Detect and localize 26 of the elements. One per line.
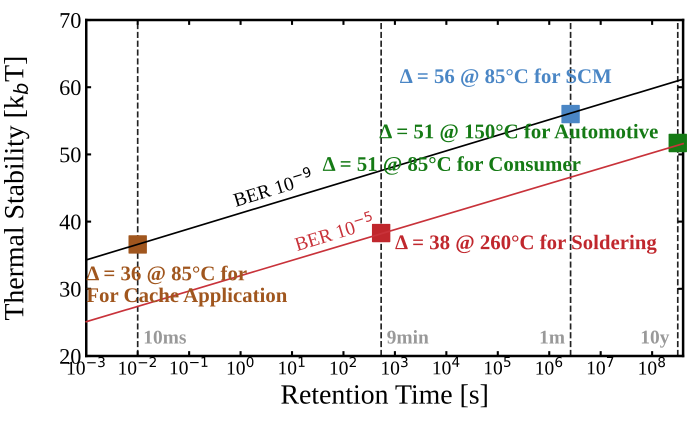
y-tick-label: 70	[60, 12, 81, 28]
x-tick-label: 10$^{4}$	[434, 356, 460, 374]
x-tick-label: 10$^{3}$	[382, 356, 408, 375]
annotation: Δ = 56 @ 85°C for SCM	[400, 68, 612, 87]
annotation: Δ = 38 @ 260°C for Soldering	[395, 234, 657, 254]
x-tick-label: 10$^{5}$	[485, 356, 510, 374]
x-tick-label: 10$^{8}$	[639, 356, 665, 375]
ref-line-label: 1m	[540, 330, 565, 344]
x-tick-label: 10$^{0}$	[228, 356, 254, 375]
y-tick-label: 60	[60, 80, 81, 96]
y-tick-label: 50	[60, 147, 81, 162]
x-axis-title: Retention Time [s]	[281, 384, 487, 408]
annotation: BER 10$^{−5}$	[292, 210, 375, 252]
y-tick-label: 40	[60, 214, 81, 230]
x-tick-label: 10$^{6}$	[536, 356, 562, 375]
x-tick-label: 10$^{2}$	[330, 356, 356, 375]
x-tick-label: 10$^{1}$	[279, 356, 305, 374]
y-axis-title: Thermal Stability [k$_{b}$T]	[4, 58, 30, 320]
annotation: BER 10$^{−9}$	[231, 166, 314, 207]
ref-line-label: 10y	[642, 330, 670, 348]
ref-line-label: 9min	[387, 330, 429, 344]
ref-line-label: 10ms	[144, 330, 186, 344]
x-tick-label: 10$^{−2}$	[119, 356, 156, 375]
y-tick-label: 30	[60, 282, 81, 297]
x-tick-label: 10$^{−1}$	[170, 356, 208, 374]
x-tick-label: 10$^{7}$	[588, 356, 614, 374]
